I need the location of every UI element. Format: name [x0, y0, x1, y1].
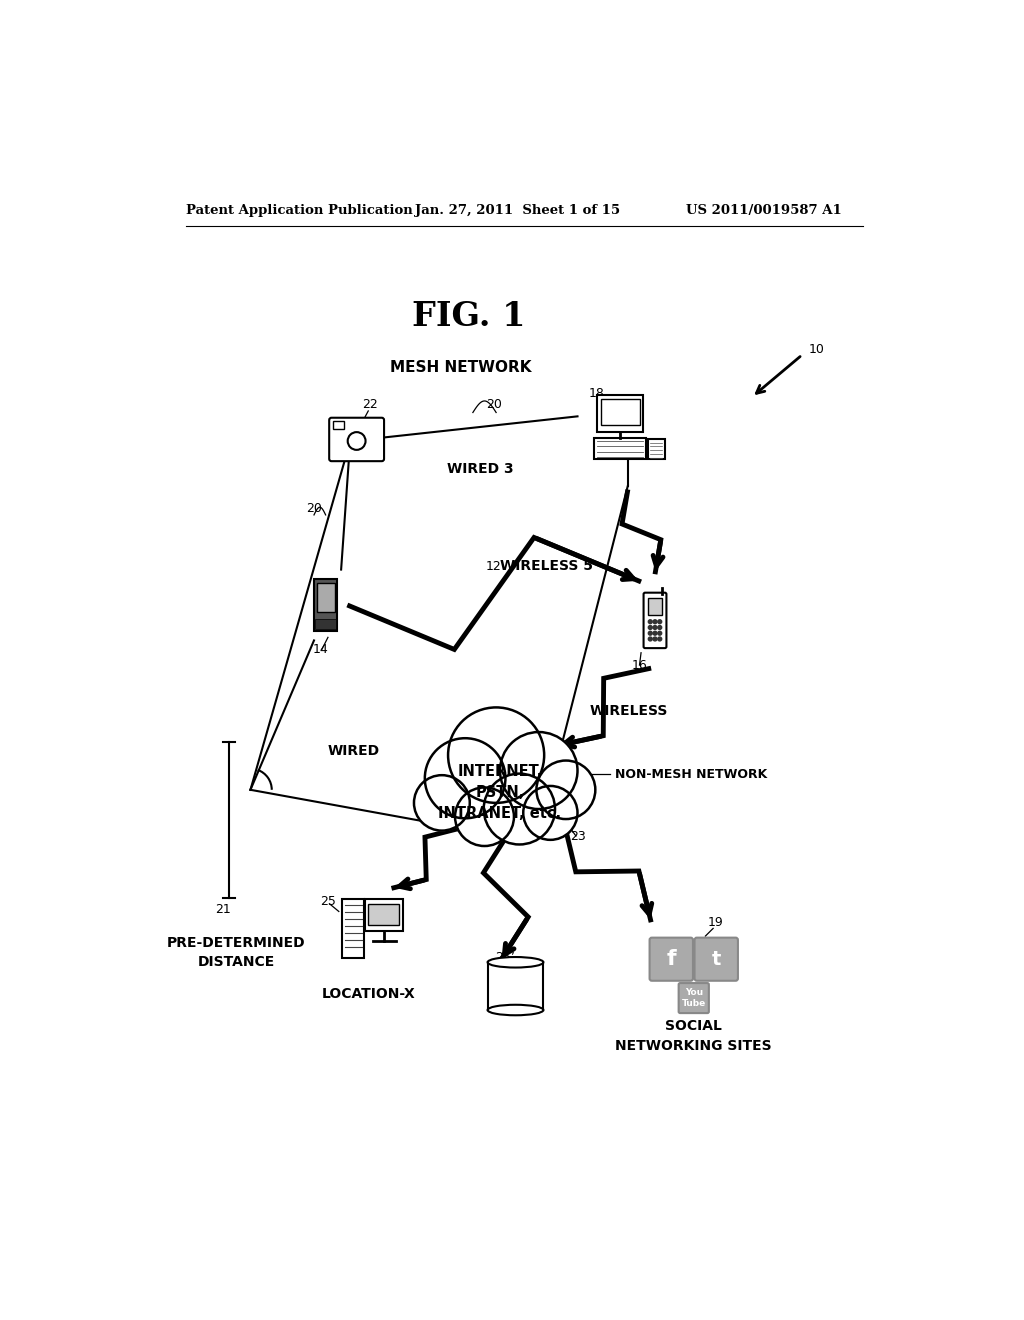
- Circle shape: [657, 626, 662, 630]
- Text: 20: 20: [306, 502, 323, 515]
- FancyBboxPatch shape: [329, 417, 384, 461]
- Text: INTERNET,
PSTN,
INTRANET, etc.: INTERNET, PSTN, INTRANET, etc.: [438, 763, 561, 821]
- Text: 23: 23: [569, 829, 586, 842]
- Text: WIRELESS: WIRELESS: [589, 705, 668, 718]
- Text: 18: 18: [589, 387, 605, 400]
- Text: WIRELESS 5: WIRELESS 5: [500, 560, 593, 573]
- Text: MESH NETWORK: MESH NETWORK: [390, 360, 532, 375]
- Text: 19: 19: [708, 916, 723, 929]
- Text: WIRED 3: WIRED 3: [447, 462, 514, 477]
- Circle shape: [414, 775, 470, 830]
- Text: You
Tube: You Tube: [682, 989, 706, 1007]
- FancyBboxPatch shape: [649, 937, 693, 981]
- FancyBboxPatch shape: [643, 593, 667, 648]
- Text: US 2011/0019587 A1: US 2011/0019587 A1: [686, 205, 842, 218]
- Circle shape: [523, 785, 578, 840]
- Circle shape: [648, 631, 652, 635]
- Text: 25: 25: [321, 895, 336, 908]
- Text: PRE-DETERMINED
DISTANCE: PRE-DETERMINED DISTANCE: [167, 936, 306, 969]
- Bar: [342, 899, 365, 958]
- FancyBboxPatch shape: [679, 983, 709, 1014]
- FancyBboxPatch shape: [694, 937, 738, 981]
- Text: FIG. 1: FIG. 1: [413, 300, 525, 333]
- Circle shape: [653, 620, 657, 623]
- Circle shape: [537, 760, 595, 818]
- Bar: [648, 440, 665, 459]
- Bar: [597, 395, 643, 432]
- Circle shape: [648, 638, 652, 642]
- Bar: [366, 899, 403, 932]
- Bar: [487, 962, 544, 1010]
- Text: f: f: [667, 949, 676, 969]
- Bar: [601, 399, 640, 425]
- Text: LOCATION-X: LOCATION-X: [322, 987, 415, 1001]
- Circle shape: [653, 631, 657, 635]
- Text: Jan. 27, 2011  Sheet 1 of 15: Jan. 27, 2011 Sheet 1 of 15: [415, 205, 620, 218]
- Text: 21: 21: [215, 903, 230, 916]
- Circle shape: [500, 733, 578, 809]
- Text: 12: 12: [486, 560, 502, 573]
- Text: t: t: [712, 949, 721, 969]
- Circle shape: [648, 626, 652, 630]
- Text: NON-MESH NETWORK: NON-MESH NETWORK: [614, 768, 767, 781]
- Text: 25’: 25’: [496, 952, 515, 964]
- Circle shape: [425, 738, 506, 818]
- Bar: [648, 598, 662, 615]
- Circle shape: [657, 620, 662, 623]
- Ellipse shape: [487, 1005, 544, 1015]
- Circle shape: [483, 774, 555, 845]
- Bar: [315, 619, 336, 630]
- Circle shape: [455, 788, 514, 846]
- Bar: [333, 421, 344, 429]
- Circle shape: [449, 708, 544, 803]
- Circle shape: [657, 638, 662, 642]
- Ellipse shape: [487, 957, 544, 968]
- Circle shape: [648, 620, 652, 623]
- Text: WIRED: WIRED: [328, 744, 380, 758]
- Text: 22: 22: [362, 399, 378, 412]
- Bar: [594, 438, 646, 459]
- Text: 10: 10: [809, 343, 824, 356]
- Text: 14: 14: [312, 643, 329, 656]
- Circle shape: [657, 631, 662, 635]
- Text: 20: 20: [486, 399, 502, 412]
- Circle shape: [653, 638, 657, 642]
- Text: Patent Application Publication: Patent Application Publication: [186, 205, 413, 218]
- Text: SOCIAL
NETWORKING SITES: SOCIAL NETWORKING SITES: [615, 1019, 772, 1053]
- Bar: [313, 578, 338, 631]
- Circle shape: [653, 626, 657, 630]
- Bar: [316, 583, 335, 612]
- Bar: [369, 904, 398, 925]
- Text: 16: 16: [632, 659, 647, 672]
